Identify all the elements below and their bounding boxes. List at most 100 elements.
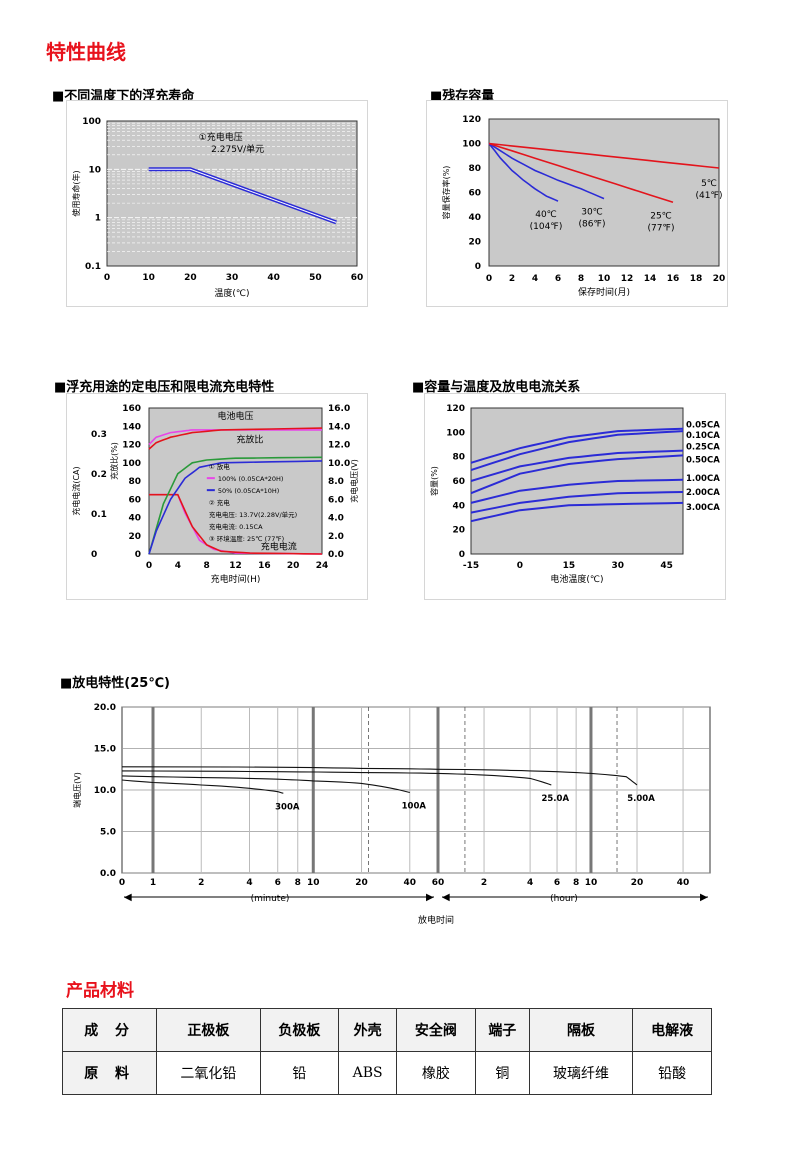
y-tick-label: 20 bbox=[452, 526, 465, 536]
x-tick-label: 16 bbox=[258, 561, 271, 571]
y-tick-label: 20 bbox=[128, 532, 141, 542]
characteristic-curves-heading: 特性曲线 bbox=[46, 40, 126, 64]
x-tick-label: 0 bbox=[486, 274, 492, 284]
series-label: (86℉) bbox=[578, 220, 605, 230]
y-tick-label: 0 bbox=[459, 550, 465, 560]
materials-value-cell: 铜 bbox=[474, 1051, 530, 1095]
x-tick-label: 0 bbox=[517, 561, 523, 571]
series-label: 5℃ bbox=[701, 179, 717, 189]
x-tick-label: 4 bbox=[532, 274, 538, 284]
y-tick-label: 40 bbox=[452, 501, 465, 511]
float-charge-title: ■浮充用途的定电压和限电流充电特性 bbox=[54, 380, 275, 395]
x-tick-label: 50 bbox=[309, 273, 322, 283]
float-life-line-core bbox=[148, 168, 337, 223]
arrow-right-icon: ▶ bbox=[426, 892, 434, 903]
x-tick-label: 8 bbox=[578, 274, 584, 284]
materials-value-row: 原 料 二氧化铅 铅 ABS 橡胶 铜 玻璃纤维 铅酸 bbox=[61, 1051, 712, 1095]
product-materials-heading: 产品材料 bbox=[66, 981, 134, 1001]
x-tick-label: 10 bbox=[585, 878, 598, 888]
y-tick-label: 100 bbox=[462, 140, 481, 150]
capacity-series-line bbox=[470, 501, 684, 523]
x-tick-label: 8 bbox=[204, 561, 210, 571]
series-label: 0.05CA bbox=[686, 421, 720, 431]
x-tick-label: 14 bbox=[644, 274, 657, 284]
y-tick-label: 0 bbox=[135, 550, 141, 560]
series-label: 30℃ bbox=[581, 208, 603, 218]
x-axis-label: 放电时间 bbox=[418, 914, 454, 926]
capacity-series-line bbox=[470, 454, 684, 495]
x-tick-label: 0 bbox=[119, 878, 125, 888]
capacity-series-line bbox=[470, 427, 684, 464]
x-tick-label: 8 bbox=[295, 878, 301, 888]
annotation-label: 2.275V/单元 bbox=[211, 143, 264, 155]
materials-header-cell: 电解液 bbox=[632, 1008, 712, 1052]
y3-tick-label: 0.1 bbox=[91, 510, 107, 520]
x-tick-label: 20 bbox=[355, 878, 368, 888]
x-tick-label: 0 bbox=[104, 273, 110, 283]
y2-tick-label: 10.0 bbox=[328, 459, 350, 469]
y-tick-label: 40 bbox=[128, 514, 141, 524]
y2-tick-label: 6.0 bbox=[328, 495, 344, 505]
x-tick-label: 4 bbox=[246, 878, 252, 888]
charge-series-line bbox=[148, 427, 323, 450]
discharge-title: ■放电特性(25℃) bbox=[60, 676, 170, 691]
x-tick-label: 2 bbox=[481, 878, 487, 888]
materials-value-cell: 玻璃纤维 bbox=[528, 1051, 634, 1095]
x-tick-label: 20 bbox=[184, 273, 197, 283]
materials-value-cell: 铅 bbox=[259, 1051, 340, 1095]
x-axis-label: 温度(℃) bbox=[214, 287, 249, 299]
arrow-left-icon: ◀ bbox=[442, 892, 450, 903]
legend-entry: ① 放电 bbox=[209, 462, 230, 471]
series-label: 1.00CA bbox=[686, 474, 720, 484]
float-charge-panel: 0 20 40 60 80 100 120 140 160 0.0 2.0 4.0 6.0 8.0 10.0… bbox=[66, 393, 368, 600]
y-tick-label: 100 bbox=[82, 117, 101, 127]
x-tick-label: 30 bbox=[226, 273, 239, 283]
series-label: 5.00A bbox=[627, 794, 655, 804]
discharge-series-line bbox=[121, 770, 552, 786]
x-tick-label: 1 bbox=[150, 878, 156, 888]
materials-header-cell: 正极板 bbox=[156, 1008, 261, 1052]
discharge-series-line bbox=[121, 766, 638, 786]
y3-tick-label: 0 bbox=[91, 550, 97, 560]
float-life-panel: 100 10 1 0.1 0 10 20 30 40 50 60 温度(℃) 使用寿命(年) ①充电电压 2… bbox=[66, 100, 368, 307]
x-tick-label: 10 bbox=[598, 274, 611, 284]
x-tick-label: -15 bbox=[463, 561, 479, 571]
y-axis-label-inner: 充放比(%) bbox=[109, 442, 119, 480]
plot-area bbox=[106, 120, 358, 267]
x-tick-label: 20 bbox=[287, 561, 300, 571]
capacity-series-line bbox=[470, 449, 684, 482]
x-tick-label: 60 bbox=[351, 273, 364, 283]
residual-series-line bbox=[488, 142, 674, 204]
x-axis-label: 保存时间(月) bbox=[578, 286, 630, 298]
series-label: 2.00CA bbox=[686, 488, 720, 498]
materials-row-label: 原 料 bbox=[61, 1051, 158, 1095]
x-tick-label: 16 bbox=[667, 274, 680, 284]
legend-entry: 100% (0.05CA*20H) bbox=[218, 475, 284, 483]
x-tick-label: 2 bbox=[509, 274, 515, 284]
residual-series-line bbox=[488, 142, 605, 200]
y-tick-label: 60 bbox=[452, 477, 465, 487]
series-label: 100A bbox=[402, 801, 427, 811]
materials-header-cell: 端子 bbox=[474, 1008, 530, 1052]
voltage-label: 电池电压 bbox=[217, 410, 253, 422]
y2-tick-label: 0.0 bbox=[328, 550, 344, 560]
capacity-series-line bbox=[470, 491, 684, 514]
capacity-temperature-panel: 0 20 40 60 80 100 120 -15 0 15 30 45 电池温度(℃) 容量(%) 0.0… bbox=[424, 393, 726, 600]
y2-tick-label: 8.0 bbox=[328, 477, 344, 487]
annotation-label: ①充电电压 bbox=[199, 131, 243, 143]
residual-capacity-panel: 0 20 40 60 80 100 120 0 2 4 6 8 10 12 14 16 18 20 保存时间(月) 容… bbox=[426, 100, 728, 307]
y-tick-label: 20 bbox=[468, 238, 481, 248]
y-tick-label: 80 bbox=[468, 164, 481, 174]
series-label: 25℃ bbox=[650, 211, 672, 221]
y-tick-label: 40 bbox=[468, 213, 481, 223]
y-tick-label: 100 bbox=[122, 459, 141, 469]
series-label: 0.10CA bbox=[686, 431, 720, 441]
y-tick-label: 60 bbox=[128, 495, 141, 505]
float-charge-chart: 0204060801001201401600.02.04.06.08.010.0… bbox=[71, 404, 359, 585]
y2-tick-label: 16.0 bbox=[328, 404, 350, 414]
materials-value-cell: 二氧化铅 bbox=[156, 1051, 261, 1095]
charge-series-line bbox=[148, 460, 323, 555]
x-tick-label: 0 bbox=[146, 561, 152, 571]
residual-capacity-chart: 0 20 40 60 80 100 120 0 2 4 6 8 10 12 14 16 18 20 保存时间(月) 容… bbox=[441, 115, 725, 298]
legend-entry: ③ 环境温度: 25℃ (77℉) bbox=[209, 534, 284, 543]
